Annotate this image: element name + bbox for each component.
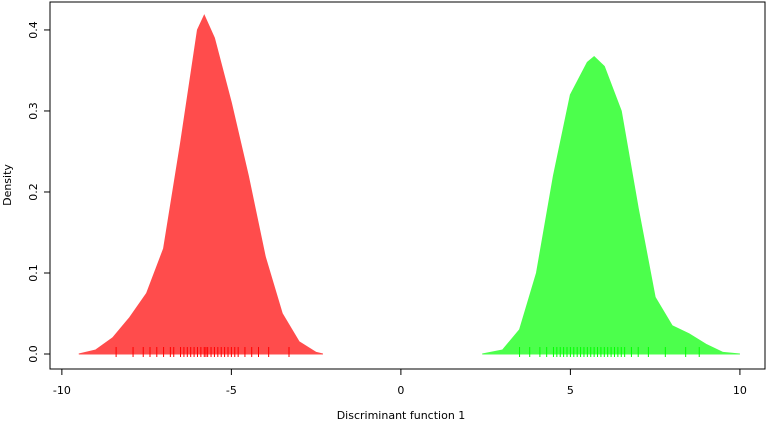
- density-area: [78, 14, 324, 355]
- y-tick-label: 0.3: [27, 102, 40, 120]
- y-tick-label: 0.0: [27, 345, 40, 363]
- density-area: [482, 56, 740, 355]
- x-tick-label: -5: [226, 384, 237, 397]
- x-tick-label: -10: [53, 384, 71, 397]
- y-tick-label: 0.2: [27, 183, 40, 201]
- x-tick-label: 0: [397, 384, 404, 397]
- y-tick-label: 0.4: [27, 21, 40, 39]
- x-tick-label: 5: [567, 384, 574, 397]
- y-axis-title: Density: [1, 164, 14, 206]
- x-axis-title: Discriminant function 1: [337, 409, 466, 422]
- x-tick-label: 10: [733, 384, 747, 397]
- y-tick-label: 0.1: [27, 264, 40, 282]
